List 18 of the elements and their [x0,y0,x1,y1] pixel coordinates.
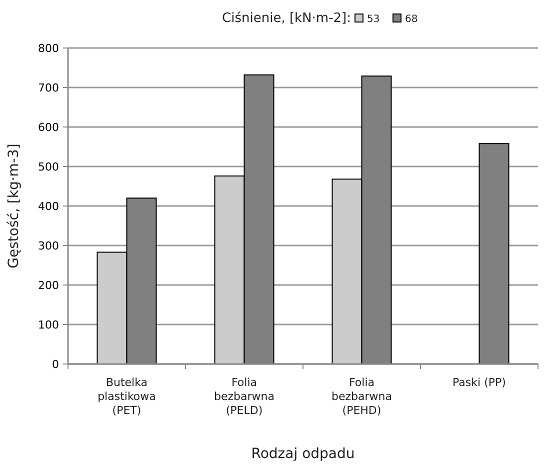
y-tick-label: 300 [38,239,59,252]
x-tick-label: Paski (PP) [452,376,506,389]
y-tick-label: 400 [38,200,59,213]
legend-title: Ciśnienie, [kN·m-2]: [222,11,351,26]
x-axis-title: Rodzaj odpadu [251,446,355,462]
y-tick-label: 0 [52,358,59,371]
x-tick-label: Folia bezbarwna (PELD) [214,376,274,417]
x-tick-label: Folia bezbarwna (PEHD) [332,376,392,417]
y-axis-title: Gęstość, [kg·m-3] [6,144,22,268]
x-tick-label: Butelka plastikowa (PET) [98,376,156,417]
y-tick-label: 500 [38,160,59,174]
y-tick-label: 700 [38,81,59,94]
y-tick-label: 200 [38,278,59,292]
legend-label: 68 [405,14,418,25]
y-tick-label: 100 [38,318,59,332]
legend-label: 53 [367,14,380,25]
y-tick-label: 600 [38,120,59,134]
y-tick-label: 800 [38,42,59,55]
